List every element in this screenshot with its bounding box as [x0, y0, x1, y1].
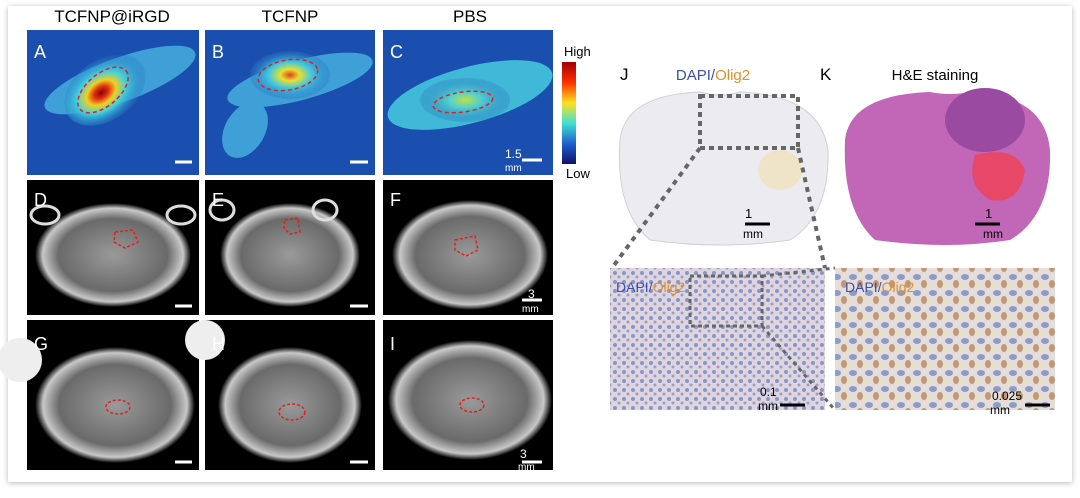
panel-letter: H — [212, 334, 225, 354]
text: DAPI — [845, 279, 878, 295]
scale-unit: mm — [990, 403, 1010, 417]
panel-letter: C — [390, 42, 403, 62]
panel-letter: J — [620, 65, 629, 84]
mri-panel — [185, 320, 375, 470]
colorbar-high: High — [564, 44, 591, 59]
mri-panel — [27, 180, 199, 315]
text: Olig2 — [715, 67, 750, 84]
zoom-line — [610, 146, 702, 270]
mri-panel — [383, 320, 553, 470]
column-header: TCFNP — [262, 7, 319, 26]
panel-letter: B — [212, 42, 224, 62]
stain-title: H&E staining — [892, 67, 979, 84]
scale-value: 1.5 — [505, 147, 522, 161]
scale-unit: mm — [983, 227, 1003, 241]
zoom-line — [760, 325, 837, 411]
panel-letter: F — [390, 190, 401, 210]
text: / — [711, 67, 716, 84]
scale-unit: mm — [743, 227, 763, 241]
mri-panel — [0, 320, 199, 470]
text: / — [878, 279, 882, 295]
text: DAPI — [676, 67, 711, 84]
text: / — [649, 279, 653, 295]
scale-value: 0.1 — [760, 385, 777, 399]
ihc-brain: 1 mm — [618, 91, 829, 246]
heatmap-panel — [27, 30, 199, 175]
he-brain: 1 mm — [844, 88, 1051, 245]
panel-letter: K — [820, 65, 832, 84]
colorbar — [562, 62, 576, 164]
mri-panel — [383, 180, 553, 315]
panel-letter: I — [390, 334, 395, 354]
heatmap-panel — [383, 30, 553, 175]
scale-value: 3 — [528, 287, 535, 301]
scale-value: 1 — [745, 206, 752, 221]
scale-value: 3 — [520, 447, 527, 461]
text: Olig2 — [882, 279, 915, 295]
scale-unit: mm — [518, 462, 535, 473]
scale-unit: mm — [522, 304, 539, 315]
text: Olig2 — [653, 279, 686, 295]
stain-title: DAPI/Olig2 — [676, 67, 750, 84]
stain-title: DAPI/Olig2 — [845, 279, 914, 295]
stain-title: DAPI/Olig2 — [616, 279, 685, 295]
scale-unit: mm — [505, 163, 522, 174]
column-header: PBS — [453, 7, 487, 26]
scale-value: 0.025 — [992, 389, 1022, 403]
ihc-inset: DAPI/Olig2 0.1 mm — [610, 268, 825, 413]
scale-value: 1 — [985, 206, 992, 221]
panel-letter: E — [212, 190, 224, 210]
panel-letter: G — [34, 334, 48, 354]
mri-panel — [205, 180, 375, 315]
panel-letter: A — [34, 42, 46, 62]
scale-labels: 1.5 mm 3 mm 3 mm — [505, 147, 539, 473]
colorbar-low: Low — [566, 166, 590, 181]
zoom-line — [796, 147, 827, 269]
panel-letters: A B C D E F G H I — [34, 42, 403, 354]
ihc-inset: DAPI/Olig2 0.025 mm — [835, 268, 1055, 417]
column-header: TCFNP@iRGD — [54, 7, 169, 26]
scale-unit: mm — [758, 399, 778, 413]
text: DAPI — [616, 279, 649, 295]
panel-letter: D — [34, 190, 47, 210]
heatmap-panel — [205, 30, 375, 175]
